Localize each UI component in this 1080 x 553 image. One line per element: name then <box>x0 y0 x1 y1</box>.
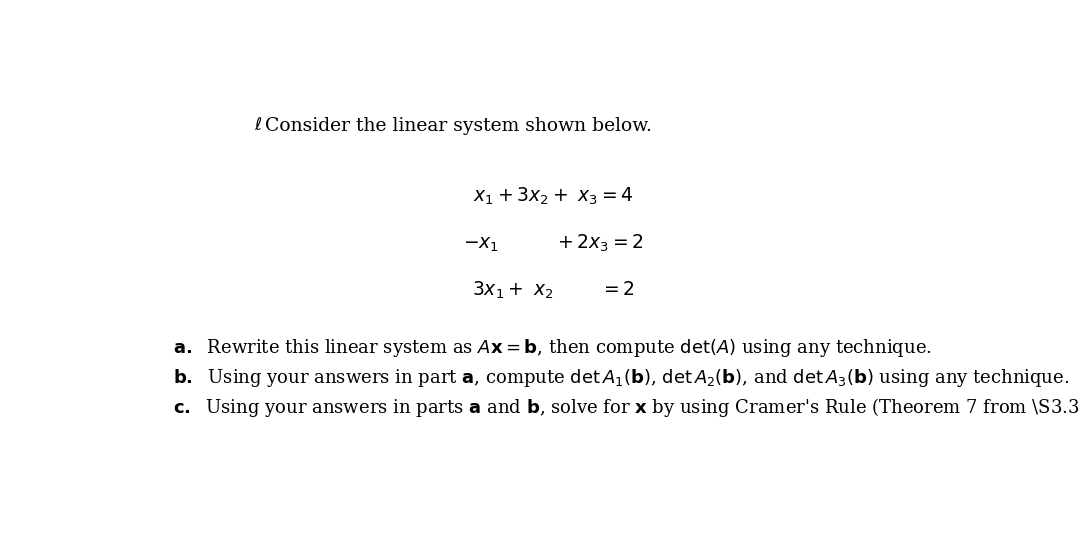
Text: $\mathbf{b.}$  Using your answers in part $\mathbf{a}$, compute $\det A_1(\mathb: $\mathbf{b.}$ Using your answers in part… <box>173 367 1069 389</box>
Text: $x_1 + 3x_2 + \ x_3 = 4$: $x_1 + 3x_2 + \ x_3 = 4$ <box>473 186 634 207</box>
Text: $\ell$: $\ell$ <box>254 117 262 134</box>
Text: $-x_1 \qquad\quad + 2x_3 = 2$: $-x_1 \qquad\quad + 2x_3 = 2$ <box>463 232 644 254</box>
Text: $\mathbf{c.}$  Using your answers in parts $\mathbf{a}$ and $\mathbf{b}$, solve : $\mathbf{c.}$ Using your answers in part… <box>173 397 1080 419</box>
Text: Consider the linear system shown below.: Consider the linear system shown below. <box>265 117 651 135</box>
Text: $3x_1 + \ x_2 \qquad\;\; = 2$: $3x_1 + \ x_2 \qquad\;\; = 2$ <box>472 279 635 301</box>
Text: $\mathbf{a.}$  Rewrite this linear system as $A\mathbf{x} = \mathbf{b}$, then co: $\mathbf{a.}$ Rewrite this linear system… <box>173 337 931 359</box>
